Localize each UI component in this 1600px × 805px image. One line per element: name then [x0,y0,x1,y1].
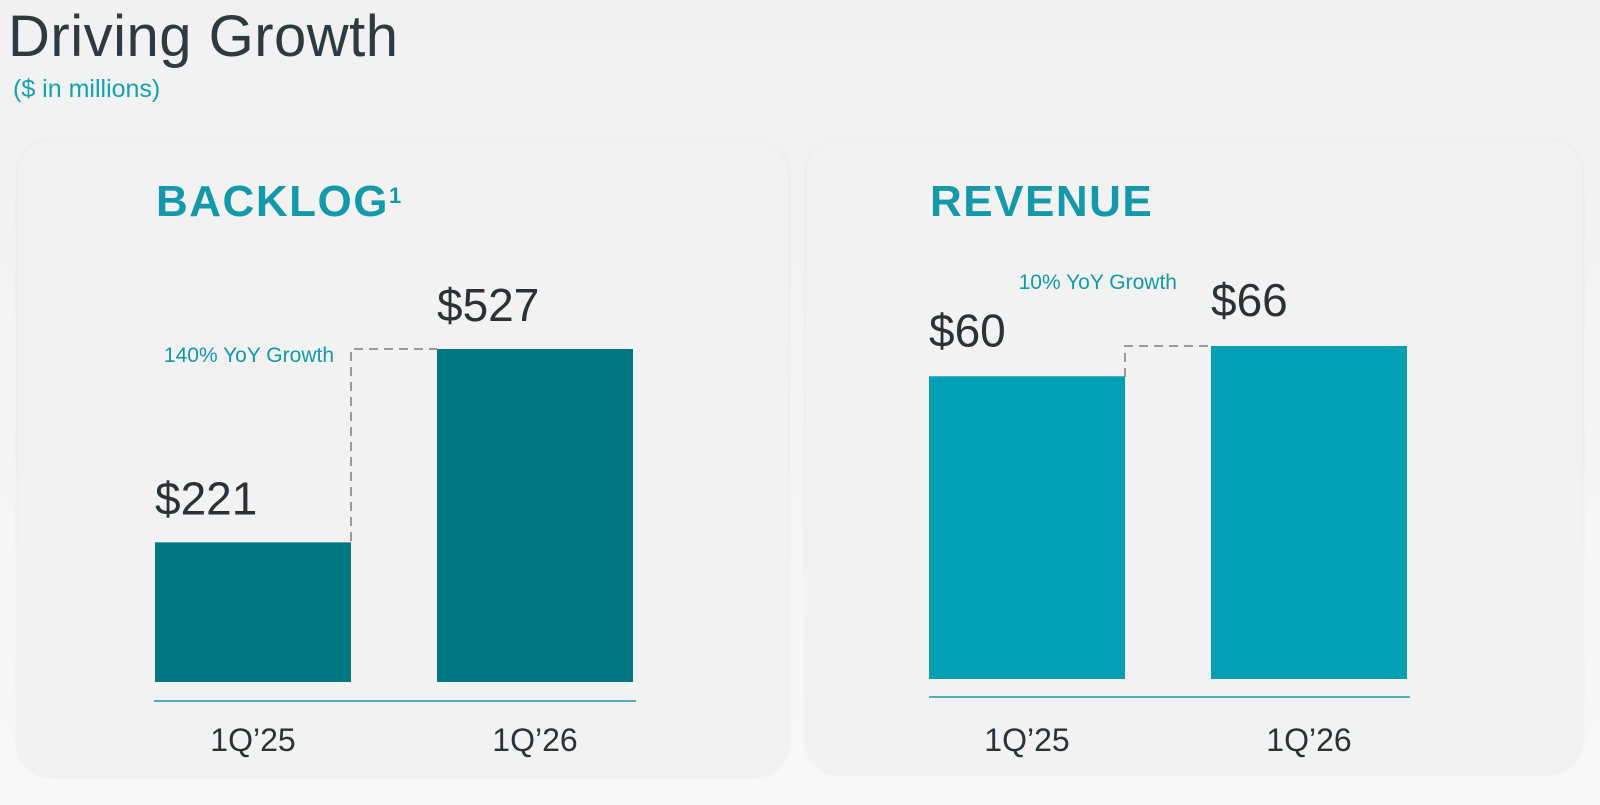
backlog-category-label-0: 1Q’25 [210,722,295,758]
backlog-panel [18,140,788,776]
revenue-category-label-0: 1Q’25 [984,722,1069,758]
revenue-category-label-1: 1Q’26 [1266,722,1351,758]
backlog-bar-1 [437,349,633,682]
revenue-bar-1 [1211,346,1407,679]
backlog-growth-connector [350,348,437,541]
page-subtitle: ($ in millions) [13,75,161,103]
revenue-bar-0 [929,376,1125,679]
backlog-footnote-marker: 1 [388,183,402,208]
revenue-growth-connector [1124,345,1211,377]
backlog-value-label-0: $221 [155,472,257,524]
backlog-category-label-1: 1Q’26 [492,722,577,758]
revenue-heading-label: REVENUE [930,177,1154,226]
revenue-growth-annotation: 10% YoY Growth [1019,271,1177,294]
page-title: Driving Growth [8,4,399,69]
backlog-heading-label: BACKLOG [156,177,389,226]
backlog-growth-annotation: 140% YoY Growth [164,344,334,367]
revenue-value-label-0: $60 [929,304,1006,356]
revenue-heading: REVENUE [930,176,1153,228]
revenue-value-label-1: $66 [1211,274,1288,326]
backlog-bar-0 [155,542,351,682]
backlog-value-label-1: $527 [437,279,539,331]
backlog-heading: BACKLOG1 [156,176,401,228]
